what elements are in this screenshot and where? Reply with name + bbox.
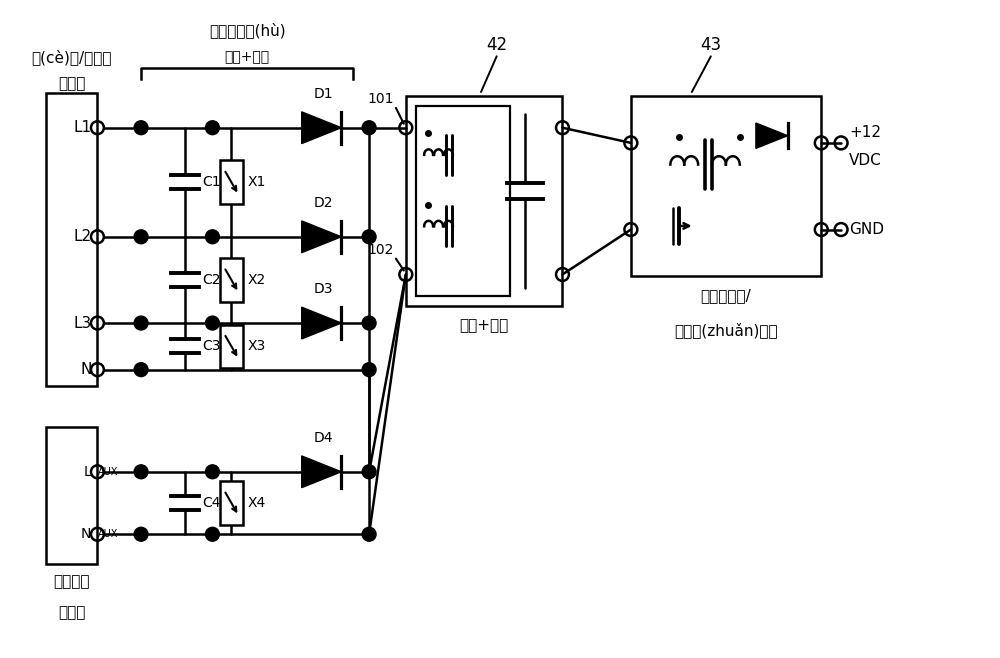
Bar (220, 258, 243, 302)
Circle shape (134, 121, 148, 135)
Polygon shape (302, 221, 341, 253)
Bar (220, 481, 243, 525)
Text: 濾波+平滑: 濾波+平滑 (460, 318, 509, 333)
Circle shape (134, 230, 148, 243)
Text: +12: +12 (849, 126, 881, 141)
Text: VDC: VDC (849, 153, 882, 168)
Text: C2: C2 (202, 273, 220, 287)
Circle shape (206, 465, 219, 479)
Text: D1: D1 (314, 87, 333, 101)
Text: 輸入端保護(hù): 輸入端保護(hù) (209, 22, 285, 38)
Text: L: L (84, 465, 91, 479)
Text: AUX: AUX (97, 529, 118, 540)
Bar (46, 427, 97, 564)
Circle shape (362, 363, 376, 376)
Polygon shape (756, 123, 788, 148)
Text: L3: L3 (73, 316, 91, 330)
Circle shape (206, 527, 219, 541)
Polygon shape (302, 456, 341, 488)
Text: 輔助供電: 輔助供電 (53, 574, 90, 589)
Circle shape (362, 230, 376, 243)
Text: N: N (80, 362, 91, 377)
Text: 測(cè)量/自供電: 測(cè)量/自供電 (31, 49, 112, 65)
Circle shape (362, 527, 376, 541)
Text: 輸入端: 輸入端 (58, 76, 85, 91)
Text: N: N (81, 527, 91, 542)
Text: 101: 101 (367, 92, 394, 106)
Circle shape (362, 121, 376, 135)
Text: 直流轉(zhuǎn)換器: 直流轉(zhuǎn)換器 (674, 322, 778, 338)
Bar (406, 96, 562, 306)
Text: X1: X1 (248, 175, 266, 190)
Text: C3: C3 (202, 340, 220, 353)
Text: X3: X3 (248, 340, 266, 353)
Polygon shape (302, 112, 341, 143)
Bar (631, 96, 821, 276)
Circle shape (134, 465, 148, 479)
Bar (46, 93, 97, 386)
Text: X4: X4 (248, 496, 266, 510)
Text: X2: X2 (248, 273, 266, 287)
Text: 隔離的直流/: 隔離的直流/ (701, 288, 751, 303)
Text: C1: C1 (202, 175, 220, 190)
Text: 電路+整流: 電路+整流 (225, 50, 270, 64)
Bar (220, 161, 243, 204)
Circle shape (134, 363, 148, 376)
Text: 102: 102 (368, 243, 394, 257)
Text: 42: 42 (486, 36, 507, 55)
Text: GND: GND (849, 222, 884, 237)
Bar (416, 106, 510, 296)
Circle shape (134, 527, 148, 541)
Text: L1: L1 (73, 120, 91, 135)
Text: D3: D3 (314, 282, 333, 296)
Text: AUX: AUX (97, 467, 118, 477)
Text: C4: C4 (202, 496, 220, 510)
Bar (220, 324, 243, 368)
Circle shape (362, 465, 376, 479)
Circle shape (206, 121, 219, 135)
Text: D4: D4 (314, 431, 333, 445)
Circle shape (362, 316, 376, 330)
Circle shape (206, 316, 219, 330)
Circle shape (206, 230, 219, 243)
Text: D2: D2 (314, 196, 333, 210)
Text: 輸入端: 輸入端 (58, 605, 85, 620)
Text: L2: L2 (73, 229, 91, 244)
Polygon shape (302, 307, 341, 339)
Circle shape (134, 316, 148, 330)
Text: 43: 43 (700, 36, 721, 55)
